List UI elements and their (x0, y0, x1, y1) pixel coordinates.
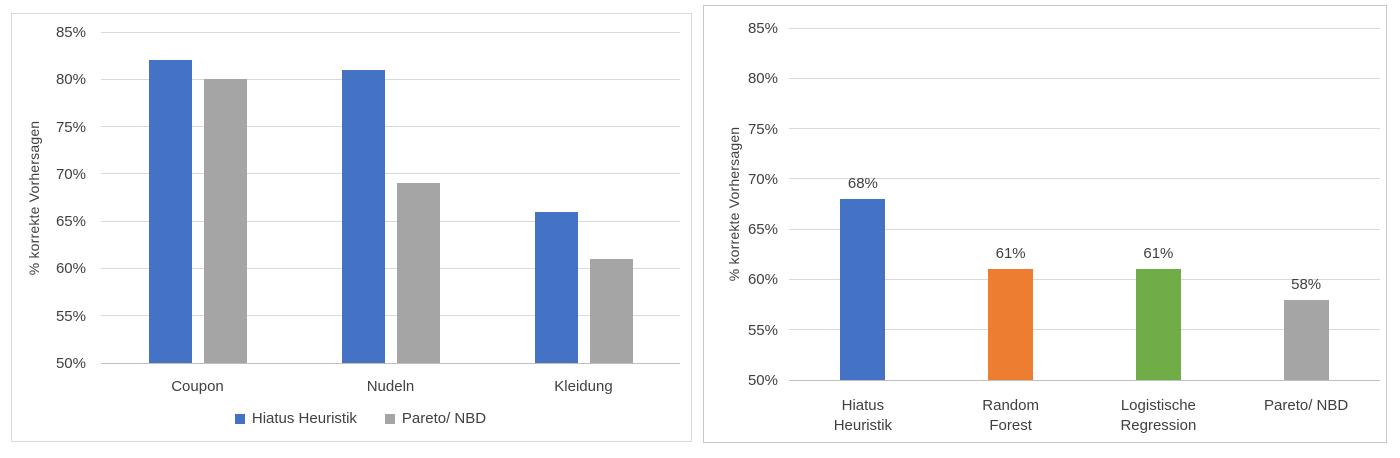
bar-data-label: 58% (1291, 275, 1322, 293)
y-tick-label: 70% (747, 170, 778, 188)
y-tick-label: 85% (55, 24, 86, 41)
bar (1135, 269, 1181, 380)
gridline (789, 27, 1380, 29)
gridline (101, 31, 680, 33)
gridline (101, 126, 680, 128)
gridline (789, 178, 1380, 180)
bar (148, 60, 192, 363)
bar-data-label: 68% (847, 174, 878, 192)
category-label: Random Forest (982, 397, 1039, 434)
y-tick-label: 80% (747, 70, 778, 88)
gridline (789, 128, 1380, 130)
legend-label: Pareto/ NBD (401, 410, 487, 427)
y-axis-title: % korrekte Vorhersagen (726, 126, 742, 282)
category-label: Coupon (171, 378, 224, 395)
bar (534, 211, 578, 363)
y-tick-label: 50% (55, 355, 86, 372)
y-tick-label: 85% (747, 20, 778, 37)
gridline (101, 315, 680, 317)
y-tick-label: 60% (55, 260, 86, 278)
legend-item: Hiatus Heuristik (234, 410, 357, 427)
gridline (101, 173, 680, 175)
bar (1283, 299, 1329, 380)
y-axis-title: % korrekte Vorhersagen (26, 120, 42, 275)
category-label: Logistische Regression (1120, 397, 1197, 434)
x-axis-line (789, 379, 1380, 381)
y-tick-label: 50% (747, 372, 778, 389)
gridline (789, 278, 1380, 280)
legend-label: Hiatus Heuristik (251, 410, 357, 427)
legend-swatch (234, 414, 245, 424)
y-tick-label: 70% (55, 165, 86, 183)
y-tick-label: 55% (747, 321, 778, 339)
legend-item: Pareto/ NBD (384, 410, 487, 427)
y-tick-label: 60% (747, 271, 778, 289)
y-tick-label: 65% (747, 221, 778, 239)
gridline (789, 329, 1380, 331)
bar (396, 183, 440, 363)
category-label: Pareto/ NBD (1264, 397, 1349, 414)
y-tick-label: 80% (55, 71, 86, 89)
bar-data-label: 61% (995, 245, 1026, 263)
bar (341, 69, 385, 363)
y-tick-label: 65% (55, 213, 86, 231)
bar (988, 269, 1034, 380)
bar (203, 79, 247, 363)
gridline (789, 228, 1380, 230)
category-label: Nudeln (366, 378, 415, 395)
x-axis-line (101, 362, 680, 364)
left-chart-panel: 85% 80% 75% 70% 65% 60% 55% 50% % korrekte Vorhe… (11, 13, 692, 442)
y-tick-label: 55% (55, 307, 86, 325)
legend-swatch (384, 414, 395, 424)
gridline (789, 77, 1380, 79)
gridline (101, 78, 680, 80)
category-label: Hiatus Heuristik (833, 397, 893, 434)
legend: Hiatus Heuristik Pareto/ NBD (71, 411, 650, 427)
category-label: Kleidung (554, 378, 613, 395)
bar (840, 198, 886, 380)
gridline (101, 267, 680, 269)
y-tick-label: 75% (747, 120, 778, 138)
y-tick-label: 75% (55, 118, 86, 136)
bar-data-label: 61% (1143, 245, 1174, 263)
gridline (101, 220, 680, 222)
right-chart-panel: 85% 80% 75% 70% 65% 60% 55% 50% % korrekte Vorhe… (703, 5, 1387, 443)
bar (589, 258, 633, 363)
